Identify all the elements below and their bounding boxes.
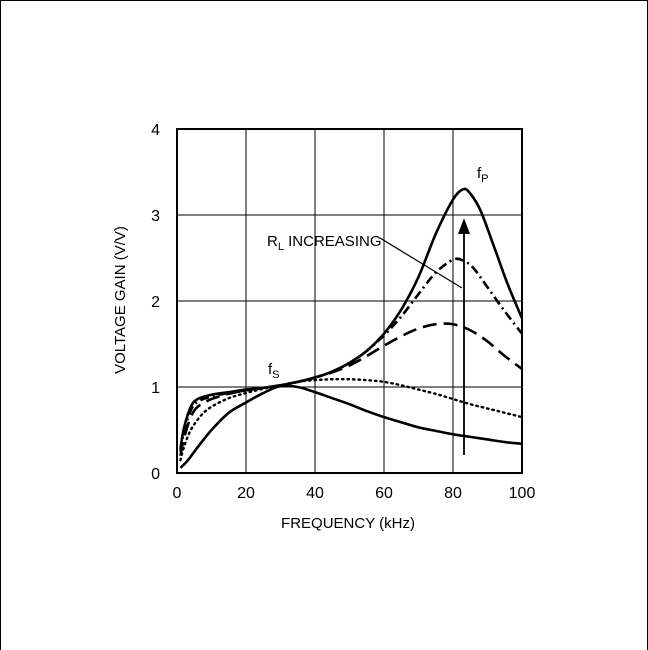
y-tick-label: 0	[151, 466, 160, 483]
rl-label: RL INCREASING	[267, 233, 381, 253]
gain-curve-1-solid	[179, 384, 523, 469]
gain-curve-2-dotted	[179, 377, 524, 462]
plot-border	[176, 128, 523, 474]
y-axis-title: VOLTAGE GAIN (V/V)	[112, 226, 129, 374]
rl-increasing-annotation: RL INCREASING	[267, 218, 470, 455]
x-tick-label: 100	[509, 485, 536, 502]
x-tick-label: 0	[173, 485, 182, 502]
gain-curve-4-dash-dot	[179, 257, 524, 452]
tick-labels: 0 20 40 60 80 100 0 1 2 3 4	[151, 122, 535, 502]
x-tick-label: 40	[306, 485, 324, 502]
x-tick-label: 80	[444, 485, 462, 502]
y-tick-label: 2	[151, 294, 160, 311]
curves	[179, 187, 524, 469]
x-tick-label: 60	[375, 485, 393, 502]
x-tick-label: 20	[237, 485, 255, 502]
y-tick-label: 4	[151, 122, 160, 139]
rl-label-main: R	[267, 233, 278, 250]
fp-label-main: f	[477, 165, 482, 182]
fs-label-sub: S	[272, 369, 279, 381]
grid	[177, 129, 522, 473]
gain-curve-5-solid	[179, 187, 524, 450]
y-tick-label: 1	[151, 380, 160, 397]
rl-leader-line	[379, 237, 463, 289]
fp-label: fP	[477, 165, 489, 185]
rl-arrow-head	[458, 218, 470, 234]
fs-label-main: f	[268, 361, 273, 378]
fs-label: fS	[268, 361, 280, 381]
fp-label-sub: P	[481, 173, 488, 185]
y-tick-label: 3	[151, 208, 160, 225]
rl-label-sub: L	[278, 241, 284, 253]
rl-label-rest: INCREASING	[284, 233, 382, 250]
x-axis-title: FREQUENCY (kHz)	[281, 515, 415, 532]
